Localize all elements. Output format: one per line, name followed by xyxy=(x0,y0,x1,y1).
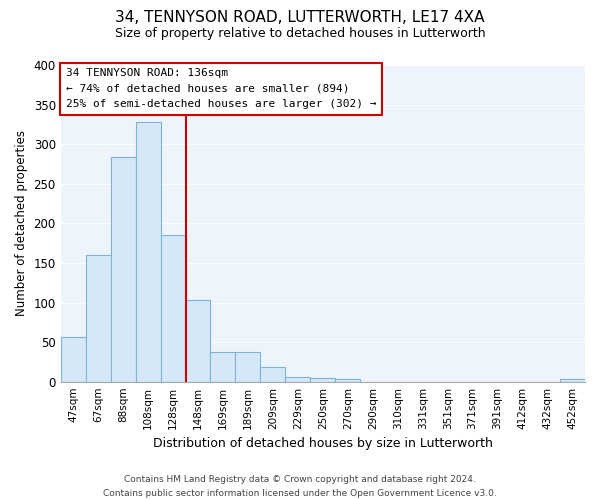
Y-axis label: Number of detached properties: Number of detached properties xyxy=(15,130,28,316)
X-axis label: Distribution of detached houses by size in Lutterworth: Distribution of detached houses by size … xyxy=(153,437,493,450)
Bar xyxy=(136,122,161,382)
Text: 34, TENNYSON ROAD, LUTTERWORTH, LE17 4XA: 34, TENNYSON ROAD, LUTTERWORTH, LE17 4XA xyxy=(115,10,485,25)
Bar xyxy=(61,336,86,382)
Bar xyxy=(211,352,235,382)
Text: Size of property relative to detached houses in Lutterworth: Size of property relative to detached ho… xyxy=(115,28,485,40)
Bar xyxy=(110,157,136,382)
Bar xyxy=(260,368,286,382)
Bar xyxy=(161,235,185,382)
Bar xyxy=(286,377,310,382)
Bar xyxy=(310,378,335,382)
Bar xyxy=(86,255,110,382)
Text: Contains HM Land Registry data © Crown copyright and database right 2024.
Contai: Contains HM Land Registry data © Crown c… xyxy=(103,476,497,498)
Bar xyxy=(335,378,360,382)
Text: 34 TENNYSON ROAD: 136sqm
← 74% of detached houses are smaller (894)
25% of semi-: 34 TENNYSON ROAD: 136sqm ← 74% of detach… xyxy=(66,68,376,110)
Bar xyxy=(235,352,260,382)
Bar xyxy=(185,300,211,382)
Bar xyxy=(560,380,585,382)
